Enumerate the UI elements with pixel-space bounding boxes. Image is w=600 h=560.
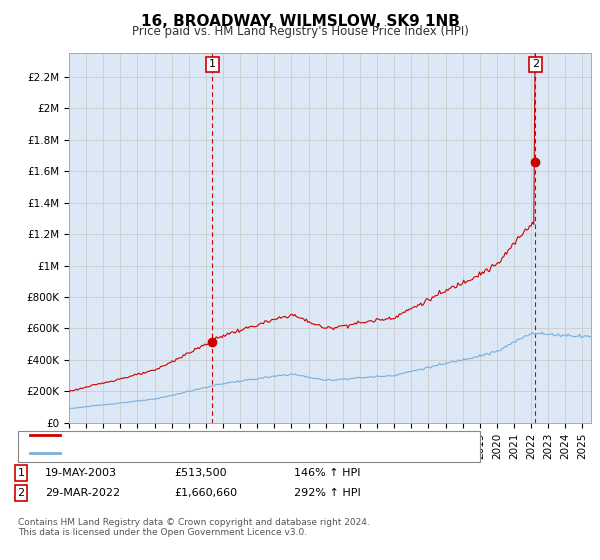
- Text: 146% ↑ HPI: 146% ↑ HPI: [294, 468, 361, 478]
- Text: 16, BROADWAY, WILMSLOW, SK9 1NB (detached house): 16, BROADWAY, WILMSLOW, SK9 1NB (detache…: [66, 431, 357, 440]
- Text: 29-MAR-2022: 29-MAR-2022: [45, 488, 120, 498]
- Text: HPI: Average price, detached house, Cheshire East: HPI: Average price, detached house, Ches…: [66, 449, 331, 458]
- Text: £1,660,660: £1,660,660: [174, 488, 237, 498]
- Text: 19-MAY-2003: 19-MAY-2003: [45, 468, 117, 478]
- Text: 1: 1: [209, 59, 216, 69]
- Text: 2: 2: [532, 59, 539, 69]
- Text: Contains HM Land Registry data © Crown copyright and database right 2024.
This d: Contains HM Land Registry data © Crown c…: [18, 518, 370, 538]
- Text: Price paid vs. HM Land Registry's House Price Index (HPI): Price paid vs. HM Land Registry's House …: [131, 25, 469, 38]
- Text: 292% ↑ HPI: 292% ↑ HPI: [294, 488, 361, 498]
- Text: 2: 2: [17, 488, 25, 498]
- Text: 1: 1: [17, 468, 25, 478]
- Text: 16, BROADWAY, WILMSLOW, SK9 1NB: 16, BROADWAY, WILMSLOW, SK9 1NB: [140, 14, 460, 29]
- Text: £513,500: £513,500: [174, 468, 227, 478]
